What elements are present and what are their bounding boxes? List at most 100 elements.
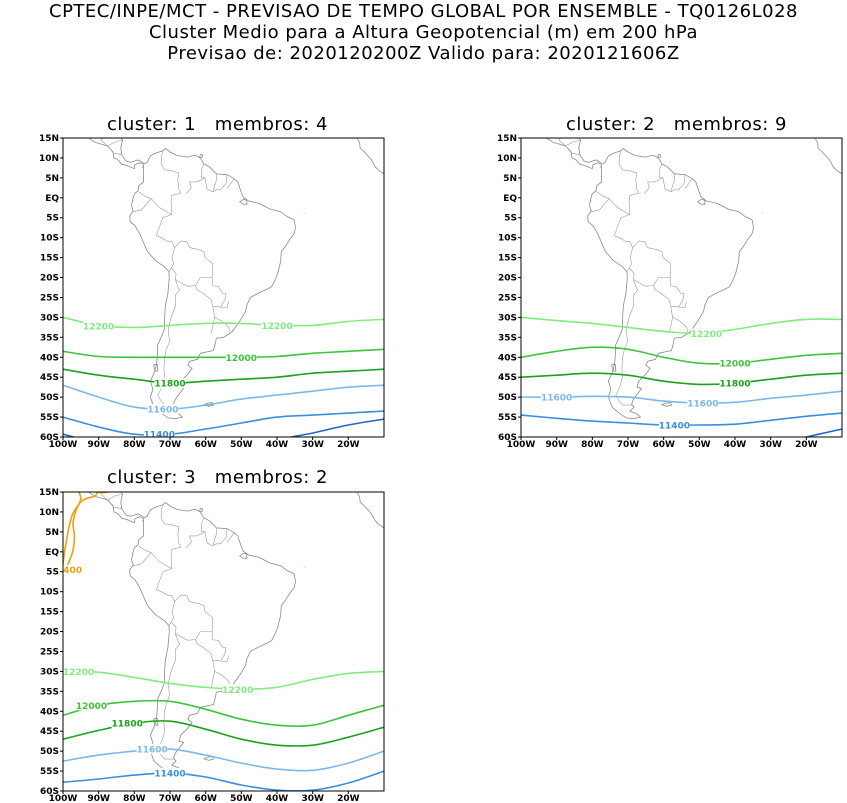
- contour-label-bg: [690, 328, 722, 339]
- island-coastline: [199, 154, 203, 158]
- coastline: [154, 119, 175, 125]
- lon-tick-label: 80W: [123, 440, 146, 450]
- coastline: [587, 148, 754, 420]
- contour-lower: [806, 428, 842, 437]
- lat-tick-label: 35S: [40, 687, 59, 697]
- map-frame: [520, 137, 843, 438]
- contour-12000: [63, 348, 384, 359]
- coastline: [129, 148, 296, 420]
- coastline: [356, 138, 384, 175]
- lat-tick-label: 40S: [40, 707, 59, 717]
- contour-label-11800: 11800: [154, 380, 185, 390]
- contour-label-11800: 11800: [719, 380, 750, 390]
- country-border: [107, 499, 122, 509]
- lat-tick-label: 40S: [40, 353, 59, 363]
- lon-tick-label: 40W: [266, 794, 289, 803]
- contour-label-bg: [147, 404, 179, 415]
- lon-tick-label: 80W: [123, 794, 146, 803]
- country-border: [220, 655, 229, 662]
- country-border: [653, 277, 685, 308]
- lon-tick-label: 50W: [230, 794, 253, 803]
- geography: [87, 108, 384, 420]
- country-border: [89, 492, 91, 493]
- lat-tick-label: 55S: [40, 767, 59, 777]
- country-border: [141, 162, 145, 169]
- coastline: [814, 138, 842, 175]
- lat-tick-label: 20S: [40, 628, 59, 638]
- country-border: [618, 150, 640, 194]
- lat-tick-label: 60S: [498, 433, 517, 443]
- lon-tick-label: 70W: [159, 440, 182, 450]
- contour-11600: [63, 384, 384, 410]
- lon-tick-label: 90W: [545, 440, 568, 450]
- lon-tick-label: 90W: [87, 440, 110, 450]
- country-border: [678, 301, 687, 308]
- lon-tick-label: 70W: [159, 794, 182, 803]
- lon-tick-label: 20W: [337, 440, 360, 450]
- contour-label-11400: 11400: [154, 770, 185, 780]
- country-border: [212, 173, 217, 192]
- lon-tick-label: 60W: [652, 440, 675, 450]
- contour-12200: [63, 316, 384, 329]
- coastline: [117, 108, 154, 118]
- contour-label-12000: 12000: [719, 360, 750, 370]
- contour-11400: [63, 410, 384, 436]
- country-border: [669, 306, 673, 334]
- geography: [87, 473, 384, 774]
- country-border: [643, 177, 664, 195]
- country-border: [133, 552, 152, 567]
- lat-tick-label: 55S: [40, 413, 59, 423]
- contour-label-bg: [111, 718, 143, 729]
- coastline: [612, 119, 633, 125]
- country-border: [211, 660, 215, 688]
- country-border: [591, 198, 610, 213]
- contour-label-12200: 12200: [222, 686, 253, 696]
- lon-tick-label: 100W: [49, 440, 78, 450]
- contour-label-12200: 12200: [691, 330, 722, 340]
- contour-label-bg: [719, 358, 751, 369]
- lat-tick-label: 5S: [46, 568, 59, 578]
- contour-label-bg: [658, 420, 690, 431]
- contour-11800: [521, 372, 842, 386]
- lat-tick-label: 35S: [498, 333, 517, 343]
- lon-tick-label: 30W: [301, 794, 324, 803]
- coastline: [545, 138, 602, 170]
- lat-tick-label: 10S: [498, 234, 517, 244]
- country-border: [599, 162, 603, 169]
- contour-label-12200: 12200: [261, 322, 292, 332]
- lat-tick-label: EQ: [45, 548, 59, 558]
- lat-tick-label: 30S: [40, 313, 59, 323]
- lon-tick-label: 20W: [337, 794, 360, 803]
- lat-tick-label: 10N: [39, 154, 59, 164]
- contour-label-12200: 12200: [63, 668, 94, 678]
- lat-tick-label: 5S: [504, 214, 517, 224]
- lat-tick-label: 20S: [498, 274, 517, 284]
- contour-lower: [291, 418, 384, 437]
- country-border: [195, 631, 227, 662]
- contour-label-bg: [83, 321, 115, 332]
- country-border: [185, 177, 206, 194]
- lat-tick-label: 15N: [39, 134, 59, 144]
- contours: [63, 316, 384, 437]
- country-border: [670, 173, 675, 192]
- header-line-3: Previsao de: 2020120200Z Valido para: 20…: [167, 43, 680, 64]
- lat-tick-label: 55S: [498, 413, 517, 423]
- coastline: [154, 473, 175, 479]
- lon-tick-label: 70W: [617, 440, 640, 450]
- country-border: [195, 277, 227, 308]
- island-coastline: [239, 199, 248, 205]
- lon-tick-label: 20W: [795, 440, 818, 450]
- lat-tick-label: 20S: [40, 274, 59, 284]
- lat-tick-label: 45S: [40, 727, 59, 737]
- lat-tick-label: 5N: [503, 174, 517, 184]
- lon-tick-label: 30W: [759, 440, 782, 450]
- lat-tick-label: 50S: [40, 747, 59, 757]
- contour-labels: 12200 12200 12000 11800 11600 11400: [83, 320, 293, 441]
- country-border: [160, 150, 182, 194]
- lat-tick-label: 60S: [40, 433, 59, 443]
- coastline: [180, 124, 186, 126]
- island-coastline: [153, 364, 159, 372]
- geography: [545, 119, 842, 420]
